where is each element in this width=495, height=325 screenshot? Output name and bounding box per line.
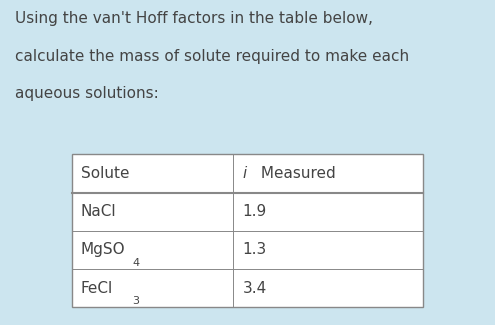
Text: calculate the mass of solute required to make each: calculate the mass of solute required to… — [15, 49, 409, 64]
Text: 3.4: 3.4 — [243, 280, 267, 295]
Text: FeCl: FeCl — [81, 280, 113, 295]
Text: 3: 3 — [132, 296, 139, 306]
Text: MgSO: MgSO — [81, 242, 125, 257]
Text: 4: 4 — [132, 258, 139, 268]
Text: aqueous solutions:: aqueous solutions: — [15, 86, 158, 101]
Text: 1.9: 1.9 — [243, 204, 267, 219]
Text: 1.3: 1.3 — [243, 242, 267, 257]
FancyBboxPatch shape — [72, 154, 423, 307]
Text: i: i — [243, 166, 247, 181]
Text: NaCl: NaCl — [81, 204, 116, 219]
Text: Solute: Solute — [81, 166, 129, 181]
Text: Using the van't Hoff factors in the table below,: Using the van't Hoff factors in the tabl… — [15, 11, 373, 26]
Text: Measured: Measured — [256, 166, 336, 181]
